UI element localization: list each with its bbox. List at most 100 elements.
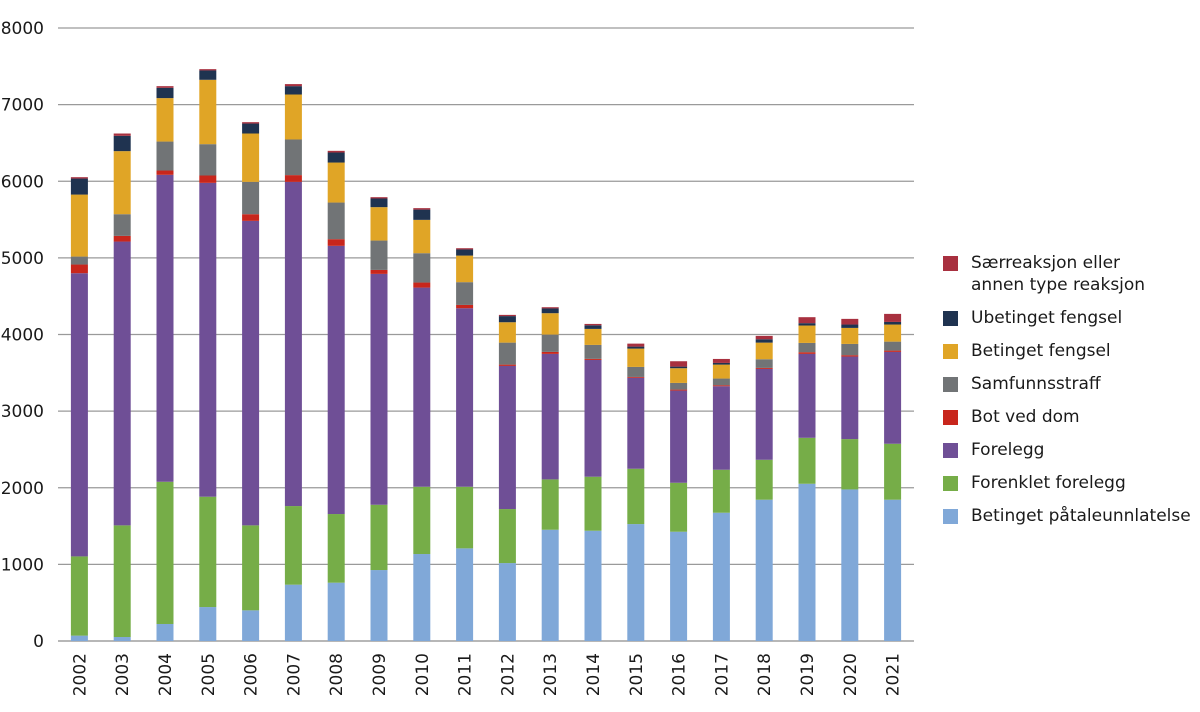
- bar-segment: [113, 241, 131, 526]
- x-tick-label: 2020: [841, 653, 861, 696]
- bar-segment: [584, 328, 602, 345]
- bar-segment: [413, 208, 431, 210]
- bar-segment: [413, 282, 431, 288]
- bar-segment: [670, 390, 688, 483]
- x-tick-label: 2021: [884, 653, 904, 696]
- bar-segment: [456, 548, 474, 641]
- bar-segment: [627, 377, 645, 469]
- x-tick-label: 2009: [370, 653, 390, 696]
- bar-stack-2019: [798, 317, 816, 641]
- bar-segment: [712, 469, 730, 513]
- bar-segment: [327, 239, 345, 246]
- bar-segment: [113, 135, 131, 152]
- bar-segment: [370, 207, 388, 241]
- bar-segment: [712, 364, 730, 379]
- x-tick-label: 2002: [70, 653, 90, 696]
- legend-swatch: [943, 344, 958, 359]
- bar-segment: [712, 362, 730, 365]
- bar-segment: [584, 530, 602, 641]
- bar-segment: [456, 308, 474, 487]
- bar-segment: [156, 86, 174, 88]
- bar-segment: [884, 321, 902, 325]
- bar-segment: [755, 499, 773, 641]
- bar-stack-2018: [755, 335, 773, 641]
- bar-segment: [798, 352, 816, 354]
- bar-stack-2005: [199, 69, 217, 641]
- bar-segment: [327, 152, 345, 163]
- x-tick-label: 2012: [498, 653, 518, 696]
- bar-segment: [712, 378, 730, 386]
- bar-segment: [284, 94, 302, 140]
- bar-stack-2004: [156, 86, 174, 641]
- bar-segment: [284, 139, 302, 176]
- x-tick-label: 2003: [113, 653, 133, 696]
- legend-swatch: [943, 443, 958, 458]
- bar-segment: [284, 86, 302, 95]
- bar-segment: [113, 151, 131, 215]
- bar-segment: [884, 351, 902, 444]
- bar-segment: [199, 69, 217, 71]
- bar-segment: [370, 198, 388, 208]
- bar-segment: [199, 79, 217, 145]
- bar-segment: [712, 512, 730, 641]
- y-axis-ticks: 0 1000 2000 3000 4000 5000 6000 7000 8000: [1, 19, 44, 652]
- bar-stack-2016: [670, 361, 688, 641]
- bar-segment: [541, 351, 559, 354]
- bar-segment: [156, 481, 174, 624]
- bar-segment: [199, 144, 217, 176]
- bar-segment: [327, 150, 345, 153]
- bar-segment: [584, 344, 602, 359]
- bar-stack-2020: [841, 318, 859, 641]
- bar-segment: [884, 341, 902, 351]
- bar-segment: [670, 366, 688, 369]
- x-tick-label: 2004: [156, 653, 176, 696]
- bar-segment: [113, 235, 131, 242]
- bar-segment: [670, 531, 688, 641]
- bar-segment: [670, 368, 688, 383]
- bar-segment: [541, 353, 559, 480]
- bar-segment: [413, 253, 431, 283]
- bar-segment: [370, 269, 388, 274]
- bar-segment: [327, 582, 345, 641]
- bar-segment: [841, 324, 859, 328]
- bar-segment: [712, 385, 730, 387]
- bar-segment: [541, 307, 559, 309]
- bar-segment: [327, 202, 345, 240]
- bar-segment: [199, 70, 217, 80]
- y-tick-label: 0: [33, 632, 44, 652]
- bar-segment: [884, 313, 902, 322]
- bars: [70, 69, 902, 641]
- legend-item: Bot ved dom: [940, 406, 1200, 428]
- bar-segment: [841, 343, 859, 356]
- bar-stack-2006: [242, 122, 260, 641]
- legend-label: Betinget fengsel: [971, 341, 1111, 361]
- bar-segment: [841, 355, 859, 357]
- bar-segment: [284, 584, 302, 641]
- bar-segment: [413, 209, 431, 220]
- bar-segment: [284, 84, 302, 87]
- bar-segment: [70, 177, 88, 179]
- bar-segment: [456, 304, 474, 309]
- x-tick-label: 2005: [199, 653, 219, 696]
- bar-segment: [712, 358, 730, 363]
- x-tick-label: 2014: [584, 653, 604, 696]
- bar-segment: [113, 214, 131, 236]
- bar-segment: [755, 339, 773, 343]
- bar-segment: [70, 178, 88, 195]
- x-tick-label: 2011: [456, 653, 476, 696]
- bar-segment: [627, 376, 645, 378]
- legend-item: Betinget påtaleunnlatelse: [940, 505, 1200, 527]
- bar-segment: [370, 504, 388, 571]
- legend-item: Betinget fengsel: [940, 340, 1200, 362]
- bar-segment: [841, 489, 859, 641]
- legend-item: Samfunnsstraff: [940, 373, 1200, 395]
- bar-segment: [456, 486, 474, 549]
- bar-segment: [413, 554, 431, 641]
- gridlines: [58, 27, 914, 642]
- bar-segment: [370, 570, 388, 641]
- bar-segment: [156, 170, 174, 175]
- bar-segment: [755, 359, 773, 368]
- bar-segment: [156, 87, 174, 99]
- x-tick-label: 2017: [712, 653, 732, 696]
